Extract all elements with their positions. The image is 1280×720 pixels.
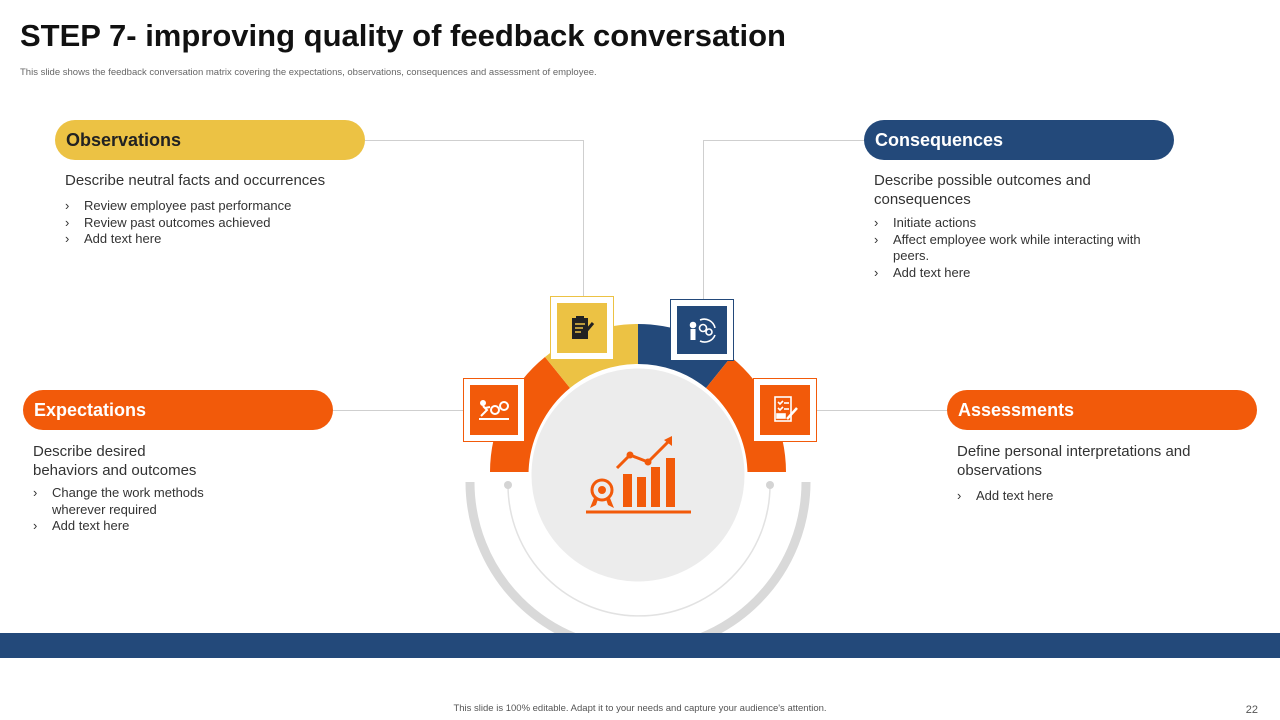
consequences-icon-box [670,299,734,361]
ring-dot [504,481,512,489]
connector-line [817,410,947,411]
list-item: Add text here [33,518,233,535]
page-title: STEP 7- improving quality of feedback co… [20,18,786,53]
footer-text: This slide is 100% editable. Adapt it to… [453,703,827,714]
assessments-description: Define personal interpretations and obse… [957,443,1191,479]
page-subtitle: This slide shows the feedback conversati… [20,67,597,78]
list-item: Add text here [65,231,355,248]
observations-description: Describe neutral facts and occurrences [65,172,326,189]
observations-list: Review employee past performance Review … [65,198,355,248]
list-item: Affect employee work while interacting w… [874,232,1174,265]
connector-line [703,140,704,299]
growth-chart-award-icon [586,436,691,514]
list-item: Initiate actions [874,215,1174,232]
person-gears-cycle-icon [677,306,727,354]
list-item: Change the work methods wherever require… [33,485,233,518]
expectations-description: Describe desired behaviors and outcomes [33,443,197,479]
thin-ring [507,484,771,617]
expectations-header: Expectations [23,390,333,430]
connector-line [333,410,463,411]
expectations-icon-box [463,378,525,442]
connector-line [583,140,584,296]
observations-header: Observations [55,120,365,160]
assessments-icon-box [753,378,817,442]
observations-icon-box [550,296,614,360]
list-item: Review employee past performance [65,198,355,215]
consequences-list: Initiate actions Affect employee work wh… [874,215,1174,281]
list-item: Add text here [957,488,1237,505]
connector-line [703,140,864,141]
page-number: 22 [1245,704,1258,716]
consequences-description: Describe possible outcomes and consequen… [874,172,1091,208]
segment-assessments [706,357,786,472]
segment-expectations [490,357,570,472]
person-pushing-gears-icon [470,385,518,435]
consequences-header: Consequences [864,120,1174,160]
list-item: Review past outcomes achieved [65,215,355,232]
center-circle [528,365,748,585]
ring-dot [766,481,774,489]
connector-line [365,140,583,141]
assessments-header: Assessments [947,390,1257,430]
checklist-pen-icon [760,385,810,435]
list-item: Add text here [874,265,1174,282]
expectations-list: Change the work methods wherever require… [33,485,233,535]
bottom-band [0,633,1280,658]
clipboard-pen-icon [557,303,607,353]
assessments-list: Add text here [957,488,1237,505]
